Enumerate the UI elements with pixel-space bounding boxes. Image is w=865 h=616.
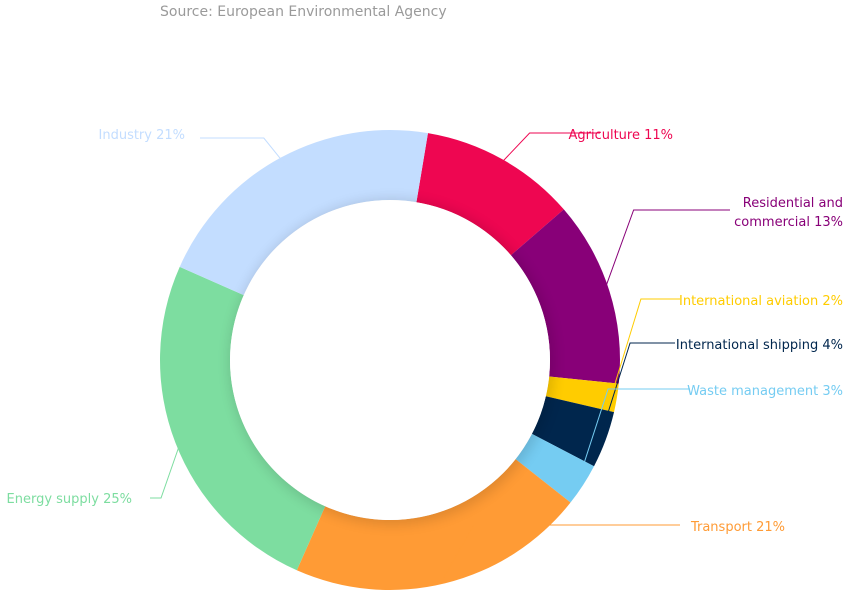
- slice-label: Energy supply 25%: [7, 492, 133, 507]
- leader-line: [200, 137, 285, 164]
- leader-line: [499, 132, 600, 166]
- slice-labels: Agriculture 11% Residential and commercial…: [7, 128, 844, 535]
- slice-transport-21: [296, 459, 571, 590]
- slice-label: Agriculture 11%: [568, 128, 673, 143]
- donut-hole: [230, 200, 550, 520]
- slice-industry-21: [179, 130, 428, 296]
- slice-label: International aviation 2%: [679, 294, 843, 309]
- leader-lines: [150, 132, 730, 578]
- leader-line: [603, 209, 730, 293]
- leader-line: [150, 440, 182, 499]
- source-note: Source: European Environmental Agency: [160, 4, 447, 20]
- slice-international-shipping-4: [531, 396, 615, 467]
- slice-label: Waste management 3%: [687, 384, 843, 399]
- slice-international-aviation-2: [545, 376, 619, 413]
- donut-slices: [160, 130, 620, 590]
- slice-label: International shipping 4%: [676, 338, 843, 353]
- slice-energy-supply-25: [160, 266, 326, 571]
- slice-waste-management-3: [515, 433, 595, 503]
- slice-agriculture-11: [416, 133, 564, 256]
- slice-label: Transport 21%: [690, 520, 785, 535]
- leader-line: [577, 388, 690, 482]
- leader-line: [610, 298, 680, 398]
- slice-residential-and-commercial-13: [510, 209, 620, 384]
- leader-line: [443, 524, 680, 578]
- leader-line: [599, 342, 675, 438]
- slice-label: Industry 21%: [99, 128, 186, 143]
- slice-label: Residential and commercial 13%: [734, 196, 843, 230]
